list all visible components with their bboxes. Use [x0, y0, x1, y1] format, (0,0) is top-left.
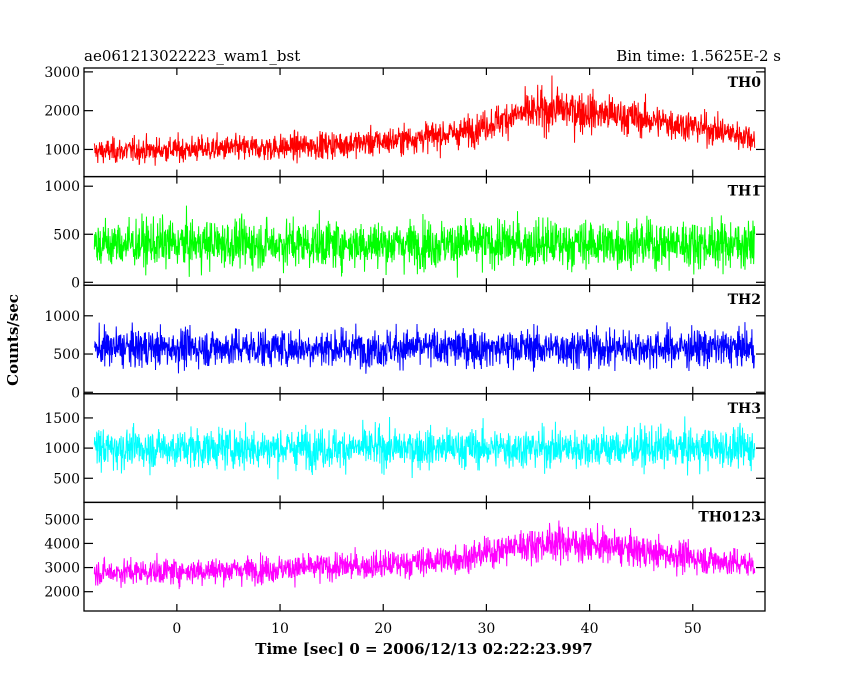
y-tick-label: 0 — [71, 275, 80, 291]
x-axis: 0 10 20 30 40 50 — [172, 621, 701, 637]
panel-th3: 500 1000 1500 TH3 — [44, 393, 766, 504]
bin-time-label: Bin time: 1.5625E-2 s — [616, 47, 781, 65]
panel-th0: 1000 2000 3000 TH0 — [44, 65, 766, 178]
series-line-th1 — [93, 205, 756, 278]
y-tick-label: 2000 — [44, 104, 80, 120]
panel-label-th0: TH0 — [728, 75, 762, 91]
series-line-th2 — [93, 322, 756, 374]
chart-title: ae061213022223_wam1_bst — [84, 47, 300, 65]
panel-th1: 0 500 1000 TH1 — [44, 175, 766, 291]
y-tick-label: 1500 — [44, 411, 80, 427]
series-line-th0 — [93, 75, 756, 166]
panel-frame — [83, 501, 766, 612]
series-line-th3 — [93, 416, 756, 480]
y-tick-label: 0 — [71, 385, 80, 401]
y-tick-label: 1000 — [44, 309, 80, 325]
panel-label-th3: TH3 — [728, 401, 761, 417]
x-tick-label: 0 — [172, 621, 181, 637]
panel-label-th2: TH2 — [728, 292, 761, 308]
x-tick-label: 50 — [684, 621, 702, 637]
x-axis-label: Time [sec] 0 = 2006/12/13 02:22:23.997 — [255, 640, 592, 658]
y-tick-label: 1000 — [44, 441, 80, 457]
x-tick-label: 10 — [271, 621, 289, 637]
series-line-th0123 — [93, 520, 756, 590]
panel-th0123: 2000 3000 4000 5000 TH0123 — [44, 501, 766, 612]
y-tick-label: 2000 — [44, 585, 80, 601]
y-tick-label: 1000 — [44, 179, 80, 195]
panel-label-th0123: TH0123 — [698, 509, 761, 525]
panels: 1000 2000 3000 TH0 0 500 1000 TH1 0 500 1000 TH2 500… — [44, 65, 766, 612]
y-tick-label: 3000 — [44, 65, 80, 81]
y-tick-label: 500 — [53, 471, 80, 487]
x-tick-label: 20 — [374, 621, 392, 637]
y-tick-label: 1000 — [44, 142, 80, 158]
panel-th2: 0 500 1000 TH2 — [44, 284, 766, 401]
y-tick-label: 4000 — [44, 536, 80, 552]
y-tick-label: 500 — [53, 227, 80, 243]
x-tick-label: 40 — [581, 621, 599, 637]
y-axis-label: Counts/sec — [4, 294, 22, 386]
y-tick-label: 3000 — [44, 561, 80, 577]
panel-label-th1: TH1 — [728, 184, 761, 200]
y-tick-label: 5000 — [44, 512, 80, 528]
x-tick-label: 30 — [477, 621, 495, 637]
panel-frame — [83, 284, 766, 395]
y-tick-label: 500 — [53, 347, 80, 363]
